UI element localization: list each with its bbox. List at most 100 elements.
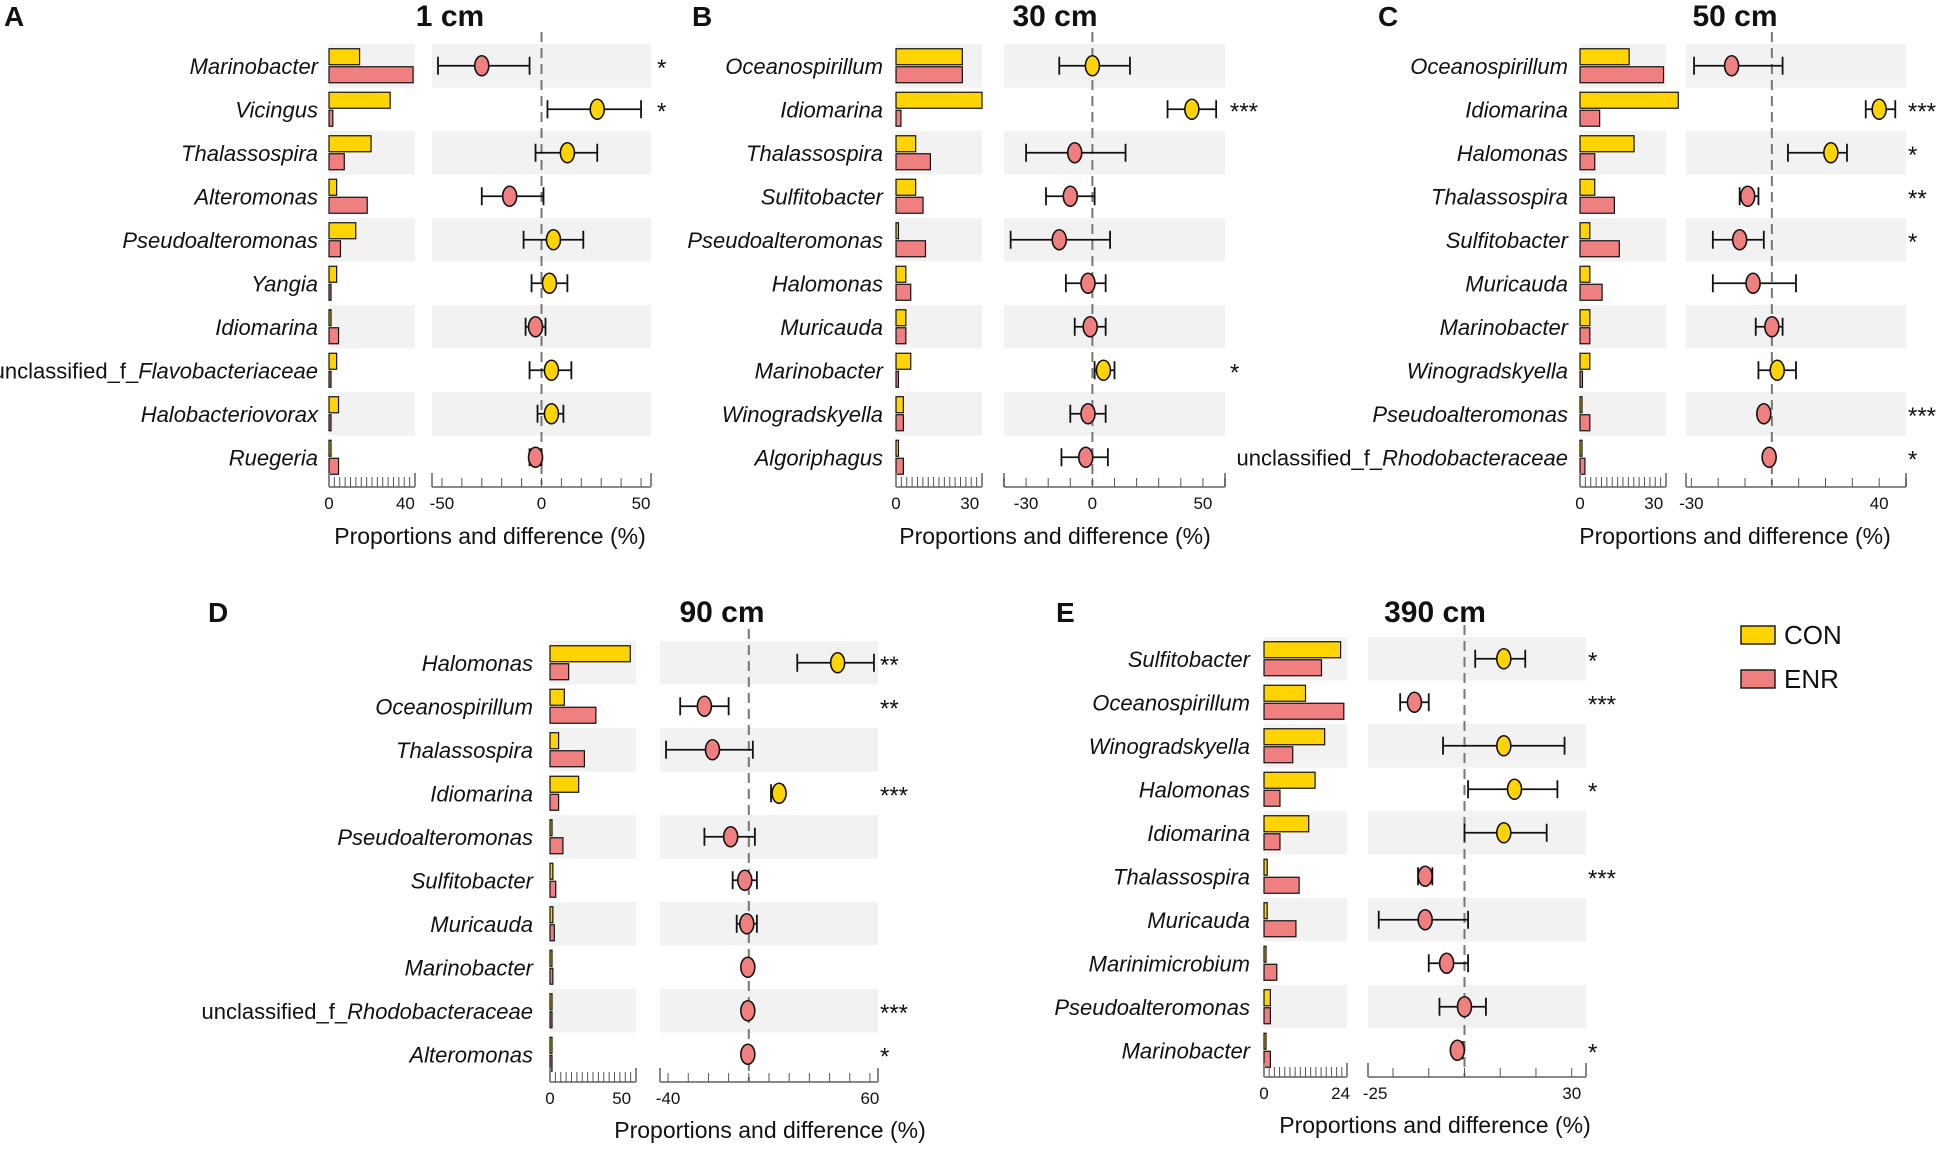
diff-point — [740, 956, 756, 979]
bar-con — [895, 178, 917, 196]
diff-point — [1084, 54, 1101, 77]
significance-mark: *** — [1588, 691, 1616, 718]
bar-enr — [895, 370, 900, 388]
panel-letter: B — [692, 1, 712, 32]
prop-tick-label: 0 — [891, 494, 900, 513]
taxon-label: Halomonas — [1139, 777, 1250, 802]
diff-point — [829, 651, 846, 674]
diff-point — [1077, 446, 1094, 469]
bar-enr — [549, 837, 564, 855]
significance-mark: ** — [1908, 185, 1927, 212]
bar-con — [1579, 439, 1583, 457]
bar-enr — [895, 240, 927, 258]
diff-tick-label: 50 — [1193, 494, 1212, 513]
diff-tick-label: 60 — [860, 1089, 879, 1108]
prop-tick-label: 0 — [1575, 494, 1584, 513]
taxon-label: Pseudoalteromonas — [1054, 995, 1250, 1020]
diff-point — [543, 359, 560, 382]
bar-enr — [1579, 153, 1596, 171]
diff-point — [1080, 402, 1096, 425]
diff-point — [1496, 734, 1512, 757]
bar-con — [1579, 135, 1635, 153]
significance-mark: * — [1588, 1039, 1597, 1066]
diff-point — [1764, 315, 1780, 338]
taxon-label: Halomonas — [422, 651, 533, 676]
row-band-right — [660, 815, 878, 859]
row-band-left — [1580, 305, 1666, 349]
taxon-label: Sulfitobacter — [1446, 228, 1570, 253]
bar-enr — [328, 153, 345, 171]
bar-con — [549, 993, 553, 1011]
taxon-label: Pseudoalteromonas — [337, 825, 533, 850]
diff-point — [1506, 778, 1523, 801]
prop-tick-label: 0 — [545, 1089, 554, 1108]
taxon-label: Halomonas — [772, 271, 883, 296]
taxon-label: Winogradskyella — [722, 402, 883, 427]
bar-enr — [1579, 457, 1586, 475]
taxon-label: Idiomarina — [215, 315, 318, 340]
bar-con — [328, 48, 361, 66]
bar-enr — [1579, 327, 1591, 345]
taxon-label: Sulfitobacter — [1128, 647, 1252, 672]
row-band-left — [550, 902, 636, 946]
taxon-label: Sulfitobacter — [411, 868, 535, 893]
bar-con — [895, 48, 963, 66]
diff-tick-label: -30 — [1679, 494, 1704, 513]
bar-enr — [1263, 963, 1278, 981]
row-band-left — [1264, 985, 1347, 1029]
significance-mark: * — [657, 98, 666, 125]
taxon-label: Thalassospira — [1431, 184, 1568, 209]
diff-point — [1051, 228, 1068, 251]
diff-tick-label: 0 — [1088, 494, 1097, 513]
x-axis-label: Proportions and difference (%) — [1279, 1112, 1591, 1138]
prop-tick-label: 0 — [1259, 1084, 1268, 1103]
taxon-label: Muricauda — [780, 315, 883, 340]
bar-con — [549, 862, 554, 880]
diff-point — [527, 315, 544, 338]
bar-con — [895, 222, 900, 240]
taxon-label: Pseudoalteromonas — [122, 228, 318, 253]
prop-tick-label: 30 — [1644, 494, 1663, 513]
bar-con — [1263, 684, 1307, 702]
diff-point — [1761, 446, 1777, 469]
significance-mark: * — [1908, 142, 1917, 169]
bar-con — [328, 178, 338, 196]
taxon-label: Marinobacter — [755, 358, 885, 383]
bar-enr — [328, 109, 334, 127]
significance-mark: ** — [880, 695, 899, 722]
taxon-label: Sulfitobacter — [761, 184, 885, 209]
significance-mark: * — [1230, 359, 1239, 386]
diff-tick-label: 50 — [632, 494, 651, 513]
diff-point — [771, 782, 787, 805]
bar-enr — [1579, 370, 1584, 388]
bar-con — [1263, 902, 1268, 920]
bar-enr — [328, 196, 368, 214]
panel-letter: A — [4, 1, 24, 32]
bar-con — [895, 265, 907, 283]
taxon-label: Algoriphagus — [753, 445, 883, 470]
panel-letter: D — [208, 597, 228, 628]
bar-enr — [895, 414, 904, 432]
x-axis-label: Proportions and difference (%) — [899, 523, 1211, 549]
taxon-label: unclassified_f_Rhodobacteraceae — [202, 999, 533, 1024]
taxon-label: Winogradskyella — [1089, 734, 1250, 759]
bar-enr — [895, 283, 912, 301]
taxon-label: Muricauda — [430, 912, 533, 937]
bar-con — [1263, 858, 1268, 876]
significance-mark: *** — [1230, 98, 1258, 125]
taxon-label: Marinobacter — [405, 955, 535, 980]
taxon-label-prefix: unclassified_f_ — [202, 999, 348, 1024]
row-band-right — [1004, 305, 1225, 349]
diff-point — [740, 999, 756, 1022]
diff-tick-label: -25 — [1363, 1084, 1388, 1103]
diff-point — [527, 446, 544, 469]
bar-con — [549, 732, 560, 750]
bar-enr — [328, 66, 414, 84]
bar-con — [1579, 91, 1679, 109]
taxon-label: Winogradskyella — [1407, 358, 1568, 383]
taxon-label: Marinobacter — [1440, 315, 1570, 340]
taxon-label: Ruegeria — [229, 445, 318, 470]
